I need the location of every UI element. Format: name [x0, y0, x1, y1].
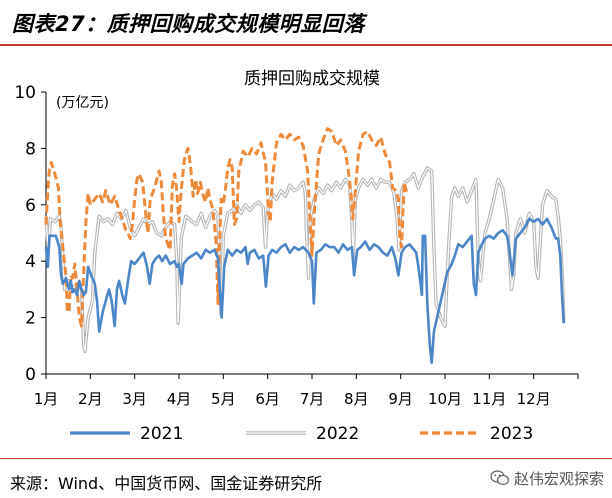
x-tick-label: 9月 — [388, 390, 413, 408]
x-tick-label: 3月 — [122, 390, 147, 408]
x-tick-label: 5月 — [211, 390, 236, 408]
y-tick-label: 4 — [25, 252, 36, 272]
y-axis-label: (万亿元) — [56, 95, 109, 111]
x-tick-label: 7月 — [300, 390, 325, 408]
watermark: 赵伟宏观探索 — [490, 468, 604, 489]
y-tick-label: 6 — [25, 196, 36, 216]
x-tick-label: 10月 — [428, 390, 462, 408]
legend-2021-label: 2021 — [140, 424, 183, 444]
chart: 质押回购成交规模 (万亿元) 0 2 4 6 8 10 1月 2月 3月 4月 5月 6月 7月 8月 9月 10… — [14, 69, 579, 444]
chart-title: 质押回购成交规模 — [244, 69, 380, 89]
y-tick-label: 2 — [25, 309, 36, 329]
series-2023-line — [44, 127, 409, 328]
wechat-icon — [490, 470, 510, 486]
y-tick-label: 10 — [14, 83, 36, 103]
figure-title: 图表27：质押回购成交规模明显回落 — [12, 12, 365, 36]
source-note: 来源：Wind、中国货币网、国金证券研究所 — [10, 474, 323, 493]
figure-heading: 图表27：质押回购成交规模明显回落 — [0, 0, 612, 46]
legend-2022-label: 2022 — [316, 424, 359, 444]
x-tick-label: 4月 — [167, 390, 192, 408]
heading-rule — [0, 44, 612, 46]
x-tick-label: 6月 — [255, 390, 280, 408]
x-tick-label: 11月 — [472, 390, 506, 408]
figure-footer: 来源：Wind、中国货币网、国金证券研究所 赵伟宏观探索 — [0, 458, 612, 498]
x-tick-label: 8月 — [344, 390, 369, 408]
y-tick-label: 8 — [25, 139, 36, 159]
series-2021-line — [44, 217, 566, 364]
x-tick-label: 1月 — [34, 390, 59, 408]
legend-2023-label: 2023 — [490, 424, 533, 444]
x-tick-label: 12月 — [517, 390, 551, 408]
x-tick-label: 2月 — [78, 390, 103, 408]
y-tick-label: 0 — [25, 365, 36, 385]
footer-rule — [0, 458, 612, 459]
watermark-text: 赵伟宏观探索 — [513, 470, 604, 488]
series-2022-line-inner — [45, 167, 565, 352]
